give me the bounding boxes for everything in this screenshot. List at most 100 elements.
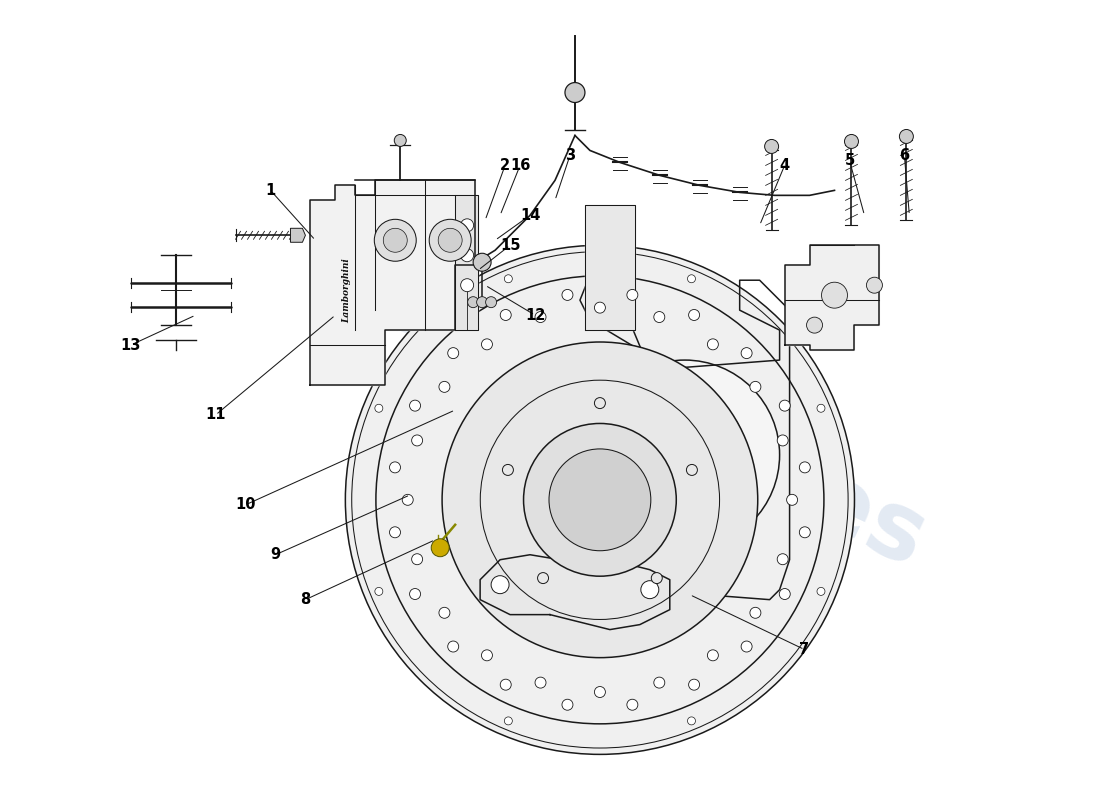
- Circle shape: [565, 82, 585, 102]
- Polygon shape: [310, 180, 475, 385]
- Circle shape: [375, 587, 383, 595]
- Text: 15: 15: [499, 238, 520, 253]
- Text: eurospares: eurospares: [360, 252, 940, 588]
- Circle shape: [503, 465, 514, 475]
- Circle shape: [900, 130, 913, 143]
- Circle shape: [688, 717, 695, 725]
- Text: 8: 8: [300, 592, 310, 607]
- Circle shape: [623, 394, 747, 517]
- Circle shape: [389, 526, 400, 538]
- Polygon shape: [455, 195, 478, 330]
- Text: 14: 14: [520, 208, 540, 223]
- Circle shape: [429, 219, 471, 262]
- Circle shape: [817, 587, 825, 595]
- Circle shape: [500, 679, 512, 690]
- Circle shape: [431, 538, 449, 557]
- Circle shape: [779, 400, 790, 411]
- Circle shape: [764, 139, 779, 154]
- Polygon shape: [585, 206, 635, 330]
- Circle shape: [647, 417, 723, 493]
- Circle shape: [778, 435, 789, 446]
- Circle shape: [594, 686, 605, 698]
- Circle shape: [461, 278, 474, 292]
- Circle shape: [590, 360, 780, 550]
- Circle shape: [653, 677, 664, 688]
- Circle shape: [778, 554, 789, 565]
- Circle shape: [627, 290, 638, 301]
- Text: 5: 5: [845, 153, 855, 168]
- Circle shape: [409, 400, 420, 411]
- Circle shape: [500, 310, 512, 321]
- Text: 11: 11: [206, 407, 225, 422]
- Circle shape: [800, 526, 811, 538]
- Circle shape: [403, 494, 414, 506]
- Circle shape: [439, 607, 450, 618]
- Text: 12: 12: [525, 308, 546, 322]
- Circle shape: [409, 589, 420, 599]
- Circle shape: [562, 699, 573, 710]
- Circle shape: [707, 650, 718, 661]
- Polygon shape: [480, 554, 670, 630]
- Text: 7: 7: [800, 642, 810, 657]
- Circle shape: [411, 554, 422, 565]
- Text: 13: 13: [121, 338, 141, 353]
- Circle shape: [383, 228, 407, 252]
- Circle shape: [627, 699, 638, 710]
- Text: 3: 3: [565, 148, 575, 163]
- Circle shape: [461, 219, 474, 232]
- Circle shape: [535, 677, 546, 688]
- Text: 1: 1: [265, 183, 276, 198]
- Circle shape: [741, 641, 752, 652]
- Circle shape: [688, 274, 695, 282]
- Circle shape: [485, 297, 496, 308]
- Circle shape: [641, 581, 659, 598]
- Text: Lamborghini: Lamborghini: [342, 258, 351, 322]
- Text: 6: 6: [900, 148, 910, 163]
- Circle shape: [549, 449, 651, 550]
- Circle shape: [653, 311, 664, 322]
- Circle shape: [448, 641, 459, 652]
- Text: 2: 2: [500, 158, 510, 173]
- Circle shape: [741, 348, 752, 358]
- Text: 10: 10: [235, 498, 256, 512]
- Circle shape: [845, 134, 858, 149]
- Circle shape: [389, 462, 400, 473]
- Circle shape: [651, 573, 662, 583]
- Circle shape: [438, 228, 462, 252]
- Circle shape: [505, 717, 513, 725]
- Circle shape: [439, 382, 450, 392]
- Polygon shape: [784, 246, 879, 350]
- Circle shape: [538, 573, 549, 583]
- Circle shape: [482, 650, 493, 661]
- Circle shape: [524, 423, 676, 576]
- Circle shape: [562, 290, 573, 301]
- Circle shape: [594, 398, 605, 409]
- Circle shape: [468, 297, 478, 308]
- Circle shape: [594, 302, 605, 313]
- Polygon shape: [290, 228, 306, 242]
- Circle shape: [689, 679, 700, 690]
- Circle shape: [476, 297, 487, 308]
- Circle shape: [707, 339, 718, 350]
- Circle shape: [686, 465, 697, 475]
- Circle shape: [345, 246, 855, 754]
- Circle shape: [411, 435, 422, 446]
- Circle shape: [779, 589, 790, 599]
- Circle shape: [394, 134, 406, 146]
- Circle shape: [806, 317, 823, 333]
- Circle shape: [482, 339, 493, 350]
- Text: 16: 16: [510, 158, 530, 173]
- Circle shape: [374, 219, 416, 262]
- Circle shape: [689, 310, 700, 321]
- Circle shape: [750, 382, 761, 392]
- Circle shape: [750, 607, 761, 618]
- Circle shape: [786, 494, 798, 506]
- Circle shape: [817, 404, 825, 412]
- Circle shape: [375, 404, 383, 412]
- Circle shape: [505, 274, 513, 282]
- Text: a passion for parts since 1985: a passion for parts since 1985: [452, 504, 707, 635]
- Circle shape: [448, 348, 459, 358]
- Circle shape: [535, 311, 546, 322]
- Circle shape: [867, 278, 882, 293]
- Circle shape: [491, 576, 509, 594]
